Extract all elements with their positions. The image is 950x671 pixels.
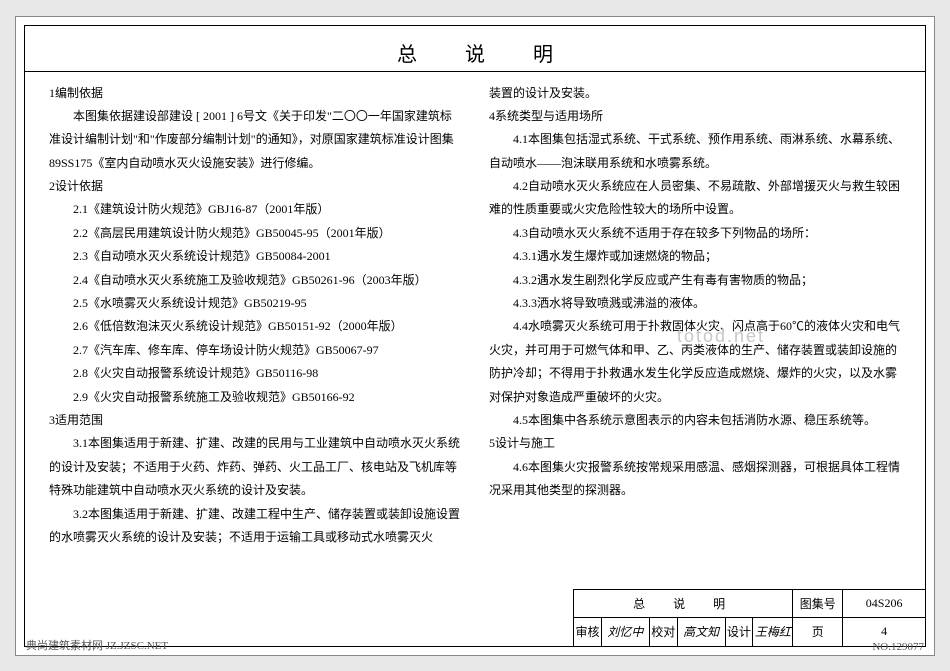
section-2-item-1: 2.1《建筑设计防火规范》GBJ16-87（2001年版） [49, 198, 461, 221]
page-label: 页 [793, 618, 843, 646]
check-label: 校对 [650, 618, 678, 646]
title-block: 总 说 明 图集号 04S206 审核 刘忆中 校对 高文知 设计 王梅红 页 … [573, 589, 925, 646]
design-signature: 王梅红 [753, 618, 793, 646]
review-signature: 刘忆中 [602, 618, 650, 646]
design-label: 设计 [726, 618, 754, 646]
section-2-item-7: 2.7《汽车库、修车库、停车场设计防火规范》GB50067-97 [49, 339, 461, 362]
section-2-item-5: 2.5《水喷雾灭火系统设计规范》GB50219-95 [49, 292, 461, 315]
section-2-item-6: 2.6《低倍数泡沫灭火系统设计规范》GB50151-92（2000年版） [49, 315, 461, 338]
section-4-item-1: 4.1本图集包括湿式系统、干式系统、预作用系统、雨淋系统、水幕系统、自动喷水——… [489, 128, 901, 175]
section-2-item-8: 2.8《火灾自动报警系统设计规范》GB50116-98 [49, 362, 461, 385]
section-3-item-2: 3.2本图集适用于新建、扩建、改建工程中生产、储存装置或装卸设施设置的水喷雾灭火… [49, 503, 461, 550]
check-signature: 高文知 [678, 618, 726, 646]
body-columns: 1编制依据 本图集依据建设部建设 [ 2001 ] 6号文《关于印发"二〇〇一年… [49, 82, 901, 550]
section-4-item-2: 4.2自动喷水灭火系统应在人员密集、不易疏散、外部增援灭火与救生较困难的性质重要… [489, 175, 901, 222]
review-label: 审核 [574, 618, 602, 646]
section-3-heading: 3适用范围 [49, 409, 461, 432]
left-column: 1编制依据 本图集依据建设部建设 [ 2001 ] 6号文《关于印发"二〇〇一年… [49, 82, 461, 550]
footer-source: 典尚建筑素材网 JZ.JZSC.NET [26, 637, 168, 653]
section-4-item-5: 4.5本图集中各系统示意图表示的内容未包括消防水源、稳压系统等。 [489, 409, 901, 432]
page-title: 总说明 [25, 38, 925, 72]
page: 总说明 1编制依据 本图集依据建设部建设 [ 2001 ] 6号文《关于印发"二… [15, 16, 935, 656]
section-1-para: 本图集依据建设部建设 [ 2001 ] 6号文《关于印发"二〇〇一年国家建筑标准… [49, 105, 461, 175]
album-label: 图集号 [793, 590, 843, 617]
section-4-item-3-2: 4.3.2遇水发生剧烈化学反应或产生有毒有害物质的物品； [489, 269, 901, 292]
section-4-item-4: 4.4水喷雾灭火系统可用于扑救固体火灾、闪点高于60℃的液体火灾和电气火灾，并可… [489, 315, 901, 409]
section-4-heading: 4系统类型与适用场所 [489, 105, 901, 128]
section-4-item-3-3: 4.3.3洒水将导致喷溅或沸溢的液体。 [489, 292, 901, 315]
section-5-heading: 5设计与施工 [489, 432, 901, 455]
section-4-item-3-1: 4.3.1遇水发生爆炸或加速燃烧的物品； [489, 245, 901, 268]
section-2-item-4: 2.4《自动喷水灭火系统施工及验收规范》GB50261-96（2003年版） [49, 269, 461, 292]
section-3-item-1: 3.1本图集适用于新建、扩建、改建的民用与工业建筑中自动喷水灭火系统的设计及安装… [49, 432, 461, 502]
right-column: 装置的设计及安装。 4系统类型与适用场所 4.1本图集包括湿式系统、干式系统、预… [489, 82, 901, 550]
right-continuation: 装置的设计及安装。 [489, 82, 901, 105]
section-2-item-2: 2.2《高层民用建筑设计防火规范》GB50045-95（2001年版） [49, 222, 461, 245]
section-1-heading: 1编制依据 [49, 82, 461, 105]
document-frame: 总说明 1编制依据 本图集依据建设部建设 [ 2001 ] 6号文《关于印发"二… [24, 25, 926, 647]
title-block-title: 总 说 明 [574, 590, 793, 617]
section-4-item-3: 4.3自动喷水灭火系统不适用于存在较多下列物品的场所： [489, 222, 901, 245]
footer-id: NO.129077 [872, 641, 924, 653]
section-4-item-6: 4.6本图集火灾报警系统按常规采用感温、感烟探测器，可根据具体工程情况采用其他类… [489, 456, 901, 503]
album-number: 04S206 [843, 590, 925, 617]
section-2-item-9: 2.9《火灾自动报警系统施工及验收规范》GB50166-92 [49, 386, 461, 409]
section-2-item-3: 2.3《自动喷水灭火系统设计规范》GB50084-2001 [49, 245, 461, 268]
section-2-heading: 2设计依据 [49, 175, 461, 198]
